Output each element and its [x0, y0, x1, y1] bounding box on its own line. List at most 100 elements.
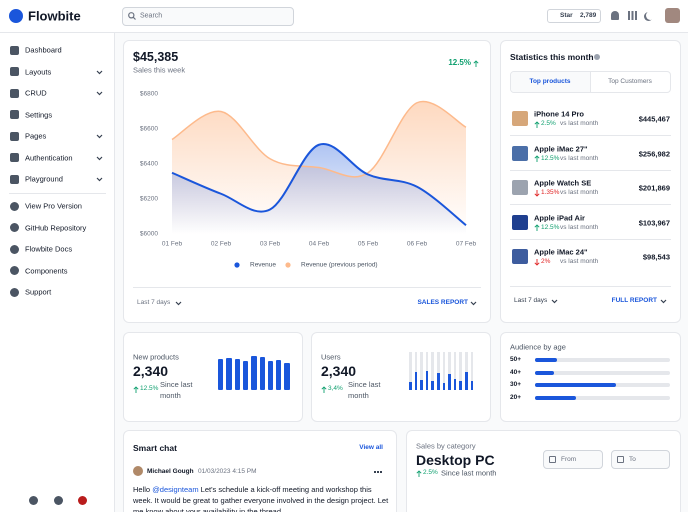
- category-title: Sales by category: [416, 441, 476, 451]
- menu-item[interactable]: Authentication: [25, 152, 73, 162]
- bar-track: [442, 352, 446, 390]
- bar: [453, 378, 457, 390]
- bar: [465, 371, 468, 390]
- sales-amount: $45,385: [133, 49, 179, 64]
- chat-card: [123, 430, 397, 512]
- sales-change: 12.5%: [448, 58, 471, 67]
- audience-title: Audience by age: [510, 342, 566, 352]
- chevron: [96, 177, 103, 182]
- info-icon: [594, 54, 600, 60]
- product-price: $201,869: [638, 183, 670, 193]
- product-name: Apple iMac 24": [534, 247, 588, 257]
- row-divider: [510, 135, 671, 136]
- product-image: [512, 111, 528, 126]
- product-note: vs last month: [560, 188, 599, 196]
- bell-icon[interactable]: [611, 11, 619, 20]
- report-link[interactable]: FULL REPORT: [611, 296, 657, 304]
- period[interactable]: Last 7 days: [137, 298, 171, 306]
- category-change: 2.5%: [423, 468, 438, 476]
- age-label: 40+: [510, 368, 522, 376]
- avatar[interactable]: [665, 8, 680, 23]
- progress-bar: [535, 358, 557, 362]
- active-tab[interactable]: [511, 72, 591, 92]
- kpi-value: 2,340: [321, 363, 357, 379]
- product-change: 12.5%: [541, 154, 560, 162]
- trend-arrow: [416, 469, 422, 477]
- divider: [510, 286, 671, 287]
- product-name: Apple Watch SE: [534, 178, 592, 188]
- progress-bar: [535, 370, 554, 375]
- sidebar-link[interactable]: GitHub Repository: [25, 222, 87, 232]
- y-tick-label: $6000: [140, 231, 158, 238]
- report-link[interactable]: SALES REPORT: [417, 298, 468, 306]
- trend-arrow: [473, 59, 479, 67]
- bar-track: [453, 352, 457, 390]
- search-box[interactable]: [122, 7, 294, 26]
- product-change: 2.5%: [541, 119, 556, 127]
- star-button[interactable]: [547, 9, 601, 23]
- logo[interactable]: [9, 9, 23, 23]
- bar: [226, 358, 232, 390]
- chevron: [175, 301, 182, 306]
- y-tick-label: $6600: [140, 126, 158, 133]
- chat-link[interactable]: View all: [359, 443, 383, 451]
- sales-subtitle: Sales this week: [133, 65, 186, 75]
- bar: [409, 382, 412, 390]
- sidebar-link[interactable]: Support: [25, 287, 52, 297]
- progress-bar: [535, 395, 576, 400]
- row-divider: [510, 238, 671, 240]
- chevron: [551, 299, 558, 304]
- bar: [470, 381, 474, 390]
- link-icon: [10, 287, 19, 297]
- trend-arrow: [534, 155, 540, 163]
- menu-item[interactable]: Pages: [25, 131, 47, 141]
- x-tick-label: 01 Feb: [162, 241, 183, 248]
- y-tick-label: $6400: [140, 161, 158, 168]
- age-label: 20+: [510, 393, 522, 401]
- bar-track: [465, 352, 468, 390]
- apps-icon[interactable]: [628, 11, 637, 20]
- sidebar-link[interactable]: View Pro Version: [25, 201, 82, 211]
- trend-arrow: [534, 258, 540, 266]
- menu-item[interactable]: Playground: [25, 174, 63, 184]
- search-placeholder: Search: [140, 12, 163, 20]
- bar: [431, 381, 434, 390]
- menu-item[interactable]: Dashboard: [25, 45, 62, 55]
- sidebar: [0, 33, 115, 512]
- bar-track: [414, 352, 418, 390]
- kpi-value: 2,340: [133, 363, 169, 379]
- bar: [442, 383, 446, 390]
- bar-track: [420, 352, 423, 390]
- row-divider: [510, 169, 671, 171]
- menu-item[interactable]: CRUD: [25, 88, 47, 98]
- chevron: [96, 134, 103, 139]
- product-image: [512, 214, 528, 230]
- period[interactable]: Last 7 days: [514, 296, 548, 304]
- menu-item[interactable]: Layouts: [25, 66, 52, 76]
- footer-icon[interactable]: [78, 496, 87, 505]
- sidebar-link[interactable]: Flowbite Docs: [25, 244, 73, 254]
- bar: [284, 362, 290, 390]
- bar: [242, 361, 249, 390]
- x-tick-label: 05 Feb: [358, 241, 379, 248]
- date-to[interactable]: [611, 450, 670, 469]
- tab[interactable]: Top products: [529, 77, 571, 85]
- date-from[interactable]: [543, 450, 603, 469]
- y-tick-label: $6200: [140, 196, 158, 203]
- tab[interactable]: Top Customers: [608, 77, 652, 85]
- footer-icon[interactable]: [54, 496, 63, 505]
- sidebar-link[interactable]: Components: [25, 266, 68, 276]
- bar-track: [431, 352, 434, 390]
- chat-menu[interactable]: [374, 471, 382, 473]
- date-input: From: [561, 455, 577, 463]
- menu-item[interactable]: Settings: [25, 109, 53, 119]
- x-tick-label: 07 Feb: [456, 241, 477, 248]
- stats-title: Statistics this month: [510, 51, 594, 62]
- theme-icon[interactable]: [646, 11, 655, 20]
- menu-icon: [10, 131, 19, 141]
- link-icon: [10, 201, 19, 211]
- bar: [276, 360, 282, 390]
- sidebar-divider: [9, 193, 106, 194]
- footer-icon[interactable]: [29, 496, 38, 505]
